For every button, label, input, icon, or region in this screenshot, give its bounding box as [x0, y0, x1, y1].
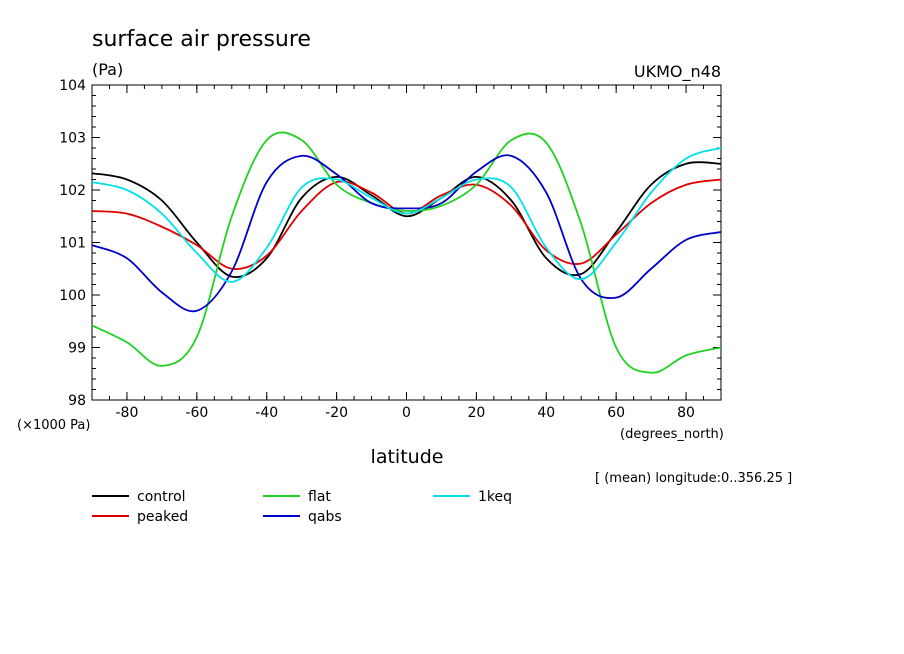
series-line-qabs — [91, 154, 722, 313]
legend-label: flat — [308, 489, 331, 505]
legend-label: qabs — [308, 509, 342, 525]
legend-label: control — [137, 489, 186, 505]
chart-units: (Pa) — [92, 60, 123, 79]
x-tick-label: 80 — [677, 405, 695, 421]
y-tick-label: 103 — [59, 131, 86, 147]
x-tick-label: -60 — [185, 405, 208, 421]
chart-title: surface air pressure — [92, 27, 311, 52]
series-line-1keq — [91, 147, 722, 283]
series-line-peaked — [91, 178, 722, 270]
x-tick-label: 0 — [402, 405, 411, 421]
x-axis: -80 -60 -40 -20 0 20 40 60 80 — [116, 85, 695, 421]
series-line-control — [91, 161, 722, 279]
x-tick-label: -20 — [325, 405, 348, 421]
legend-label: peaked — [137, 509, 188, 525]
x-tick-label: 60 — [607, 405, 625, 421]
y-tick-label: 102 — [59, 183, 86, 199]
x-axis-label: latitude — [371, 446, 444, 468]
x-units-label: (degrees_north) — [620, 427, 724, 442]
x-tick-label: 20 — [467, 405, 485, 421]
y-axis: 98 99 100 101 102 103 104 — [59, 78, 721, 409]
series-line-flat — [91, 131, 722, 374]
x-tick-label: 40 — [537, 405, 555, 421]
y-tick-label: 104 — [59, 78, 86, 94]
x-tick-label: -40 — [255, 405, 278, 421]
legend-item-1keq: 1keq — [433, 489, 512, 505]
legend-item-peaked: peaked — [92, 509, 188, 525]
legend-item-control: control — [92, 489, 186, 505]
legend-item-qabs: qabs — [263, 509, 342, 525]
legend: control peaked flat qabs 1keq — [92, 489, 512, 525]
mean-note: [ (mean) longitude:0..356.25 ] — [595, 471, 792, 486]
y-tick-label: 98 — [68, 393, 86, 409]
x-tick-label: -80 — [116, 405, 139, 421]
legend-label: 1keq — [478, 489, 512, 505]
series-lines — [91, 131, 722, 374]
model-label: UKMO_n48 — [634, 62, 721, 82]
y-tick-label: 99 — [68, 341, 86, 357]
y-scale-label: (×1000 Pa) — [17, 418, 90, 433]
y-tick-label: 101 — [59, 236, 86, 252]
legend-item-flat: flat — [263, 489, 331, 505]
y-tick-label: 100 — [59, 288, 86, 304]
